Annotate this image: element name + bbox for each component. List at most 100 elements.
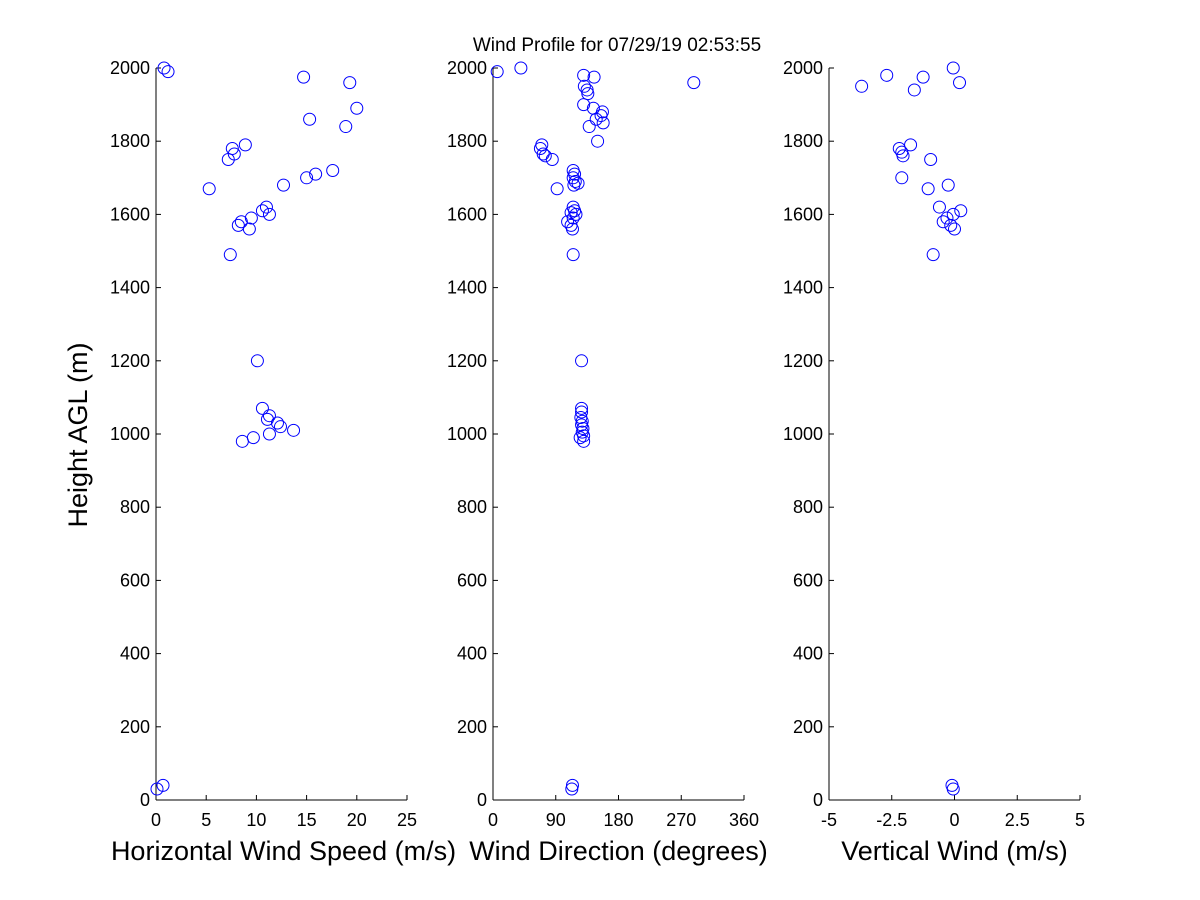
y-tick-label: 2000 — [447, 58, 487, 78]
data-point — [941, 178, 955, 192]
y-tick-label: 200 — [457, 717, 487, 737]
data-point — [277, 178, 291, 192]
data-point — [944, 218, 958, 232]
x-tick-label: 360 — [729, 810, 759, 830]
data-point — [575, 354, 589, 368]
data-point — [223, 248, 237, 262]
data-point — [260, 412, 274, 426]
x-tick-label: 0 — [488, 810, 498, 830]
data-point — [896, 149, 910, 163]
data-point — [550, 182, 564, 196]
y-tick-label: 600 — [457, 570, 487, 590]
data-point — [577, 79, 591, 93]
data-point — [954, 204, 968, 218]
y-tick-label: 1600 — [447, 204, 487, 224]
data-point — [687, 76, 701, 90]
data-point — [244, 211, 258, 225]
figure-title: Wind Profile for 07/29/19 02:53:55 — [473, 35, 761, 56]
data-point — [234, 215, 248, 229]
data-point — [235, 434, 249, 448]
data-point — [946, 61, 960, 75]
y-tick-label: 1600 — [110, 204, 150, 224]
data-point — [587, 70, 601, 84]
data-point — [561, 215, 575, 229]
x-tick-label: 180 — [603, 810, 633, 830]
x-tick-label: 90 — [546, 810, 566, 830]
data-point — [573, 431, 587, 445]
panel-speed: 0 200 400 600 800 1000 1200 1400 1600 1800 2000 0 5 1… — [110, 58, 456, 866]
y-tick-label: 1800 — [110, 131, 150, 151]
x-tick-label: 270 — [666, 810, 696, 830]
data-point — [262, 427, 276, 441]
y-tick-label: 2000 — [783, 58, 823, 78]
y-tick-label: 400 — [793, 644, 823, 664]
data-point — [303, 112, 317, 126]
panel-vertical: 0 200 400 600 800 1000 1200 1400 1600 1800 2000 -5 -… — [783, 58, 1085, 866]
data-point — [566, 248, 580, 262]
y-tick-label: 600 — [120, 570, 150, 590]
y-tick-label: 1200 — [783, 351, 823, 371]
y-tick-label: 600 — [793, 570, 823, 590]
x-tick-label: 20 — [347, 810, 367, 830]
data-point — [221, 153, 235, 166]
data-point — [250, 354, 264, 368]
y-tick-label: 2000 — [110, 58, 150, 78]
x-tick-label: 2.5 — [1005, 810, 1030, 830]
data-point — [921, 182, 935, 196]
x-tick-label: 5 — [201, 810, 211, 830]
y-tick-label: 1000 — [447, 424, 487, 444]
data-point — [880, 68, 894, 82]
y-tick-label: 1200 — [447, 351, 487, 371]
data-point — [339, 120, 353, 134]
data-point — [273, 420, 287, 434]
data-point — [575, 401, 589, 415]
x-tick-label: 25 — [397, 810, 417, 830]
y-axis-label: Height AGL (m) — [63, 342, 93, 527]
data-point — [309, 167, 323, 181]
data-point — [255, 204, 269, 218]
y-tick-label: 800 — [120, 497, 150, 517]
x-tick-label: 10 — [246, 810, 266, 830]
data-point — [569, 207, 583, 221]
data-point — [591, 134, 605, 148]
data-point — [287, 423, 301, 437]
data-point — [577, 429, 591, 443]
data-point — [567, 178, 581, 192]
data-point — [895, 171, 909, 185]
y-tick-label: 1800 — [783, 131, 823, 151]
y-tick-label: 1600 — [783, 204, 823, 224]
data-point — [565, 222, 579, 236]
data-point — [596, 116, 610, 130]
x-tick-label: -5 — [821, 810, 837, 830]
data-point — [946, 782, 960, 796]
data-point — [926, 248, 940, 262]
x-tick-label: 0 — [151, 810, 161, 830]
data-point — [916, 70, 930, 84]
y-tick-label: 800 — [457, 497, 487, 517]
data-point — [545, 153, 559, 166]
data-point — [907, 83, 921, 97]
x-tick-label: -2.5 — [876, 810, 907, 830]
data-point — [297, 70, 311, 84]
data-point — [581, 87, 595, 101]
data-point — [582, 120, 596, 134]
data-point — [238, 138, 252, 152]
y-tick-label: 1200 — [110, 351, 150, 371]
data-point — [255, 401, 269, 415]
y-tick-label: 400 — [457, 644, 487, 664]
data-point — [936, 215, 950, 229]
data-point — [953, 76, 967, 90]
y-tick-label: 1000 — [783, 424, 823, 444]
y-tick-label: 0 — [140, 790, 150, 810]
data-point — [259, 200, 273, 214]
y-tick-label: 1000 — [110, 424, 150, 444]
data-point — [262, 207, 276, 221]
data-point — [895, 145, 909, 159]
y-tick-label: 200 — [793, 717, 823, 737]
y-tick-label: 800 — [793, 497, 823, 517]
y-tick-label: 1400 — [110, 278, 150, 298]
panel-direction: 0 200 400 600 800 1000 1200 1400 1600 1800 2000 0 90… — [447, 58, 768, 866]
x-axis-label-vertical: Vertical Wind (m/s) — [841, 836, 1068, 866]
data-point — [514, 61, 528, 75]
x-tick-label: 5 — [1075, 810, 1085, 830]
